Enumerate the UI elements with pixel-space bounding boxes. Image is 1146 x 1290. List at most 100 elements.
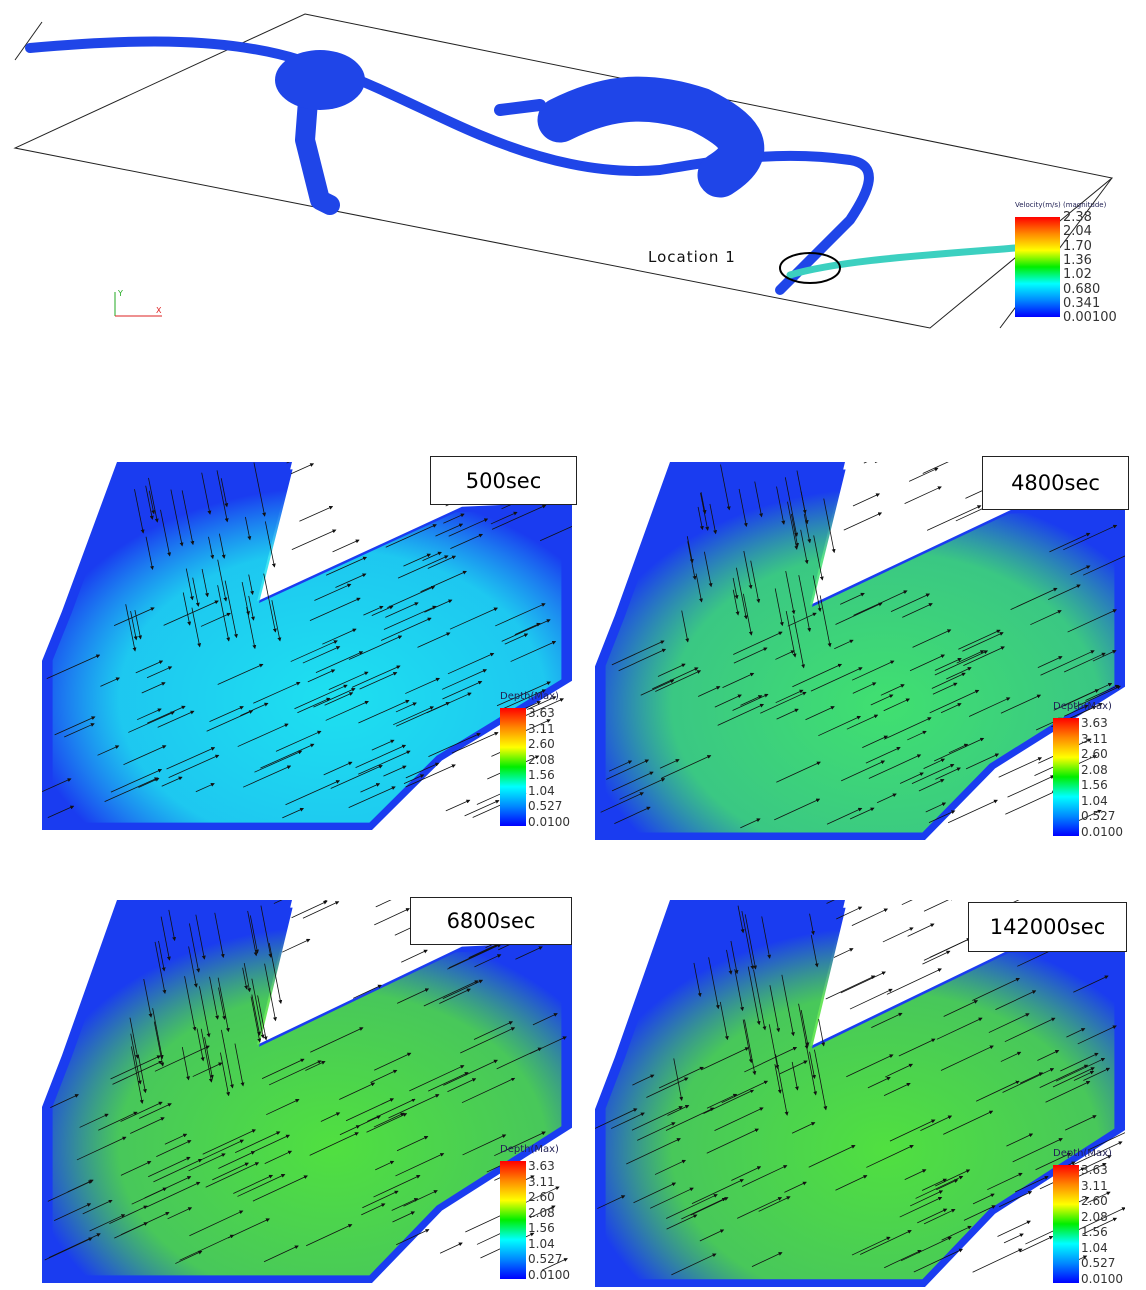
time-label: 6800sec [410, 897, 572, 945]
velocity-arrow [614, 806, 651, 824]
velocity-arrow [242, 967, 249, 990]
velocity-arrow [254, 750, 303, 773]
velocity-arrow [423, 980, 479, 1007]
velocity-arrow [405, 764, 456, 788]
velocity-arrow [447, 652, 495, 675]
velocity-arrow [874, 462, 878, 464]
velocity-arrow [932, 682, 958, 695]
velocity-arrow [909, 654, 946, 672]
velocity-arrow [112, 1060, 163, 1085]
velocity-arrow [776, 708, 799, 720]
axis-x-label: X [156, 306, 162, 315]
velocity-arrow [439, 1242, 463, 1254]
velocity-arrow [323, 761, 353, 776]
velocity-arrow [164, 1133, 188, 1145]
velocity-arrow [863, 462, 868, 464]
velocity-arrow [1073, 1070, 1095, 1081]
velocity-arrow [313, 688, 356, 708]
velocity-arrow [496, 681, 551, 707]
velocity-arrow [1037, 656, 1063, 668]
velocity-arrow [700, 492, 707, 515]
velocity-arrow [302, 901, 340, 919]
velocity-arrow [358, 1115, 381, 1127]
velocity-arrow [201, 472, 212, 515]
velocity-arrow [1000, 1051, 1022, 1062]
velocity-arrow [375, 1160, 395, 1171]
depth-legend-tick: 0.0100 [528, 1267, 570, 1282]
velocity-arrow [611, 640, 665, 666]
velocity-arrow [182, 592, 192, 626]
velocity-arrow [209, 706, 244, 723]
velocity-arrow [687, 541, 697, 581]
velocity-arrow [923, 900, 955, 912]
velocity-arrow [125, 604, 137, 652]
velocity-arrow [742, 593, 753, 636]
velocity-arrow [943, 1110, 994, 1135]
depth-legend-title: Depth(Max) [1053, 701, 1112, 712]
velocity-arrow [179, 1234, 235, 1261]
velocity-arrow [1019, 1236, 1054, 1253]
velocity-arrow [922, 462, 949, 474]
velocity-arrow [188, 946, 198, 988]
velocity-arrow [751, 1252, 783, 1267]
velocity-arrow [626, 1138, 681, 1165]
velocity-arrow [784, 1181, 807, 1193]
velocity-arrow [135, 660, 164, 674]
velocity-arrow [791, 1061, 799, 1091]
velocity-arrow [134, 609, 142, 640]
velocity-arrow [701, 1047, 750, 1070]
velocity-arrow [234, 1043, 245, 1087]
depth-legend-tick: 2.60 [1081, 747, 1108, 761]
velocity-arrow [946, 667, 972, 680]
velocity-arrow [1073, 975, 1109, 993]
velocity-arrow [185, 568, 194, 601]
velocity-arrow [923, 938, 971, 961]
velocity-arrow [109, 1205, 148, 1224]
velocity-arrow [940, 703, 962, 714]
velocity-arrow [403, 553, 432, 567]
velocity-arrow [128, 711, 175, 733]
velocity-arrow [900, 1236, 952, 1262]
velocity-arrow [205, 1162, 260, 1188]
velocity-arrow [819, 595, 832, 648]
depth-legend-tick: 1.04 [1081, 793, 1108, 808]
velocity-arrow [935, 1169, 971, 1187]
velocity-arrow [800, 529, 809, 565]
velocity-arrow [281, 938, 311, 953]
velocity-arrow [738, 488, 748, 528]
velocity-arrow [157, 710, 195, 728]
velocity-arrow [136, 708, 162, 721]
depth-legend-tick: 1.56 [528, 1221, 555, 1235]
velocity-arrow [852, 682, 877, 694]
velocity-arrow [1007, 775, 1055, 798]
velocity-arrow [460, 1027, 516, 1054]
velocity-arrow [743, 550, 753, 590]
velocity-arrow [809, 913, 815, 936]
velocity-arrow [420, 570, 467, 593]
velocity-arrow [494, 1131, 546, 1157]
velocity-arrow [917, 1208, 948, 1224]
velocity-arrow [391, 1198, 419, 1211]
location-1-label: Location 1 [648, 248, 736, 266]
velocity-arrow [667, 1105, 690, 1116]
velocity-arrow [214, 912, 225, 959]
velocity-arrow [443, 513, 465, 524]
velocity-arrow [595, 1108, 638, 1129]
depth-legend-tick: 3.63 [1081, 1163, 1108, 1177]
velocity-arrow [852, 493, 881, 507]
velocity-arrow [805, 1041, 818, 1096]
velocity-arrow [690, 1197, 729, 1216]
velocity-arrow [975, 1080, 1020, 1102]
velocity-arrow [195, 783, 215, 793]
velocity-arrow [170, 489, 184, 547]
velocity-arrow [285, 780, 341, 806]
depth-legend-tick: 1.56 [1081, 1225, 1108, 1239]
velocity-arrow [1084, 1155, 1112, 1169]
depth-fill [52, 469, 562, 823]
velocity-arrow [1012, 1138, 1063, 1163]
velocity-arrow [204, 1037, 214, 1079]
velocity-arrow [883, 1082, 911, 1096]
velocity-legend-tick: 2.04 [1063, 224, 1092, 240]
velocity-arrow [972, 1248, 1023, 1273]
velocity-arrow [876, 793, 897, 804]
